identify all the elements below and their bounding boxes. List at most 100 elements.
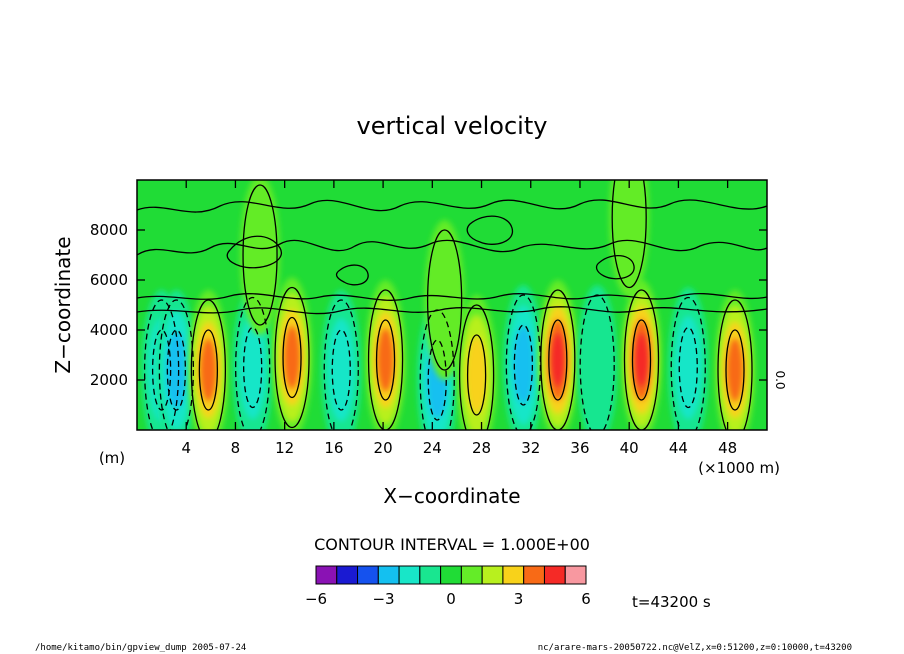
colorbar-swatch	[440, 565, 462, 585]
velocity-cell	[577, 285, 618, 430]
x-tick-label: 16	[324, 439, 343, 457]
x-tick-label: 28	[472, 439, 491, 457]
x-tick-label: 36	[570, 439, 589, 457]
cell-contour	[143, 299, 180, 430]
contour-line	[226, 235, 283, 269]
colorbar-swatch	[543, 565, 566, 585]
velocity-level	[726, 338, 744, 402]
chart-title: vertical velocity	[357, 112, 548, 140]
x-axis-label: X−coordinate	[383, 484, 520, 508]
colorbar-swatch	[315, 565, 338, 585]
velocity-cell	[456, 295, 497, 430]
velocity-cell	[365, 280, 406, 430]
colorbar-swatch	[502, 565, 525, 585]
x-tick-label: 48	[718, 439, 737, 457]
y-unit-label: (m)	[99, 449, 125, 467]
velocity-level	[633, 332, 650, 388]
colorbar-swatch	[419, 565, 442, 585]
velocity-cell	[621, 280, 662, 430]
velocity-level	[513, 326, 534, 404]
x-tick-label: 12	[275, 439, 294, 457]
y-tick-label: 8000	[90, 221, 128, 239]
velocity-level	[577, 285, 618, 430]
cell-contour-inner	[466, 334, 487, 416]
footer-right-path: nc/arare-mars-20050722.nc@VelZ,x=0:51200…	[538, 643, 852, 653]
x-tick-label: 8	[231, 439, 241, 457]
cell-contour-inner	[331, 329, 351, 411]
colorbar: −6 −3 0 3 6	[305, 565, 591, 608]
cell-contour-inner	[678, 326, 698, 409]
colorbar-tick-label: −3	[372, 590, 394, 608]
cell-contour	[579, 294, 615, 430]
x-tick-label: 24	[423, 439, 442, 457]
x-unit-label: (×1000 m)	[698, 459, 780, 477]
cell-contour	[670, 296, 706, 430]
colorbar-swatch	[336, 565, 359, 585]
footer-left-path: /home/kitamo/bin/gpview_dump 2005-07-24	[35, 643, 246, 653]
contour-line	[335, 264, 369, 286]
x-tick-label: 32	[521, 439, 540, 457]
velocity-cell	[156, 290, 197, 430]
cell-contour-inner	[513, 324, 534, 406]
velocity-cell	[715, 290, 756, 430]
cell-contour	[717, 299, 753, 430]
colorbar-swatch	[523, 565, 545, 585]
cell-contour	[242, 184, 278, 326]
cell-contour-inner	[166, 329, 187, 411]
x-tick-label: 44	[669, 439, 688, 457]
velocity-level	[240, 180, 281, 335]
cell-contour	[458, 304, 495, 430]
colorbar-swatch	[564, 565, 587, 585]
cell-contour	[367, 289, 404, 430]
x-tick-label: 20	[374, 439, 393, 457]
velocity-level	[550, 332, 566, 388]
cell-contour	[323, 299, 359, 430]
y-tick-label: 2000	[90, 371, 128, 389]
velocity-level	[166, 331, 187, 409]
x-tick-label: 4	[181, 439, 191, 457]
colorbar-swatch	[398, 565, 421, 585]
colorbar-swatch	[377, 565, 400, 585]
cell-contour	[235, 296, 271, 430]
cell-contour	[274, 286, 310, 429]
y-tick-label: 6000	[90, 271, 128, 289]
velocity-cell	[668, 287, 709, 430]
cell-contour-inner	[375, 319, 396, 401]
velocity-cell	[272, 277, 313, 430]
velocity-level	[283, 325, 301, 390]
plot-frame	[136, 179, 768, 431]
velocity-level	[466, 336, 487, 414]
cell-contour	[190, 299, 227, 430]
contour-line	[595, 255, 635, 280]
contour-line	[137, 292, 767, 301]
contour-line	[466, 215, 513, 245]
cell-contour	[419, 309, 455, 430]
velocity-level	[376, 328, 395, 392]
colorbar-swatch	[357, 565, 379, 585]
velocity-level	[199, 338, 218, 402]
velocity-cell	[240, 180, 281, 335]
contour-line	[137, 239, 767, 256]
velocity-cell	[537, 280, 578, 430]
y-tick-label: 4000	[90, 321, 128, 339]
velocity-level	[424, 220, 465, 380]
velocity-cell	[503, 285, 544, 430]
colorbar-tick-label: −6	[305, 590, 327, 608]
contour-lines	[137, 180, 767, 430]
velocity-cell	[321, 290, 362, 430]
time-label: t=43200 s	[632, 593, 711, 611]
velocity-level	[609, 180, 650, 298]
cell-contour-inner	[151, 329, 172, 411]
x-tick-label: 40	[620, 439, 639, 457]
cell-contour-inner	[631, 319, 652, 401]
contour-line	[137, 306, 767, 315]
cell-contour-inner	[198, 329, 219, 411]
colorbar-tick-label: 0	[446, 590, 456, 608]
cell-contour	[623, 289, 660, 430]
velocity-cell	[188, 290, 229, 430]
velocity-cell	[609, 180, 650, 298]
cell-contour-inner	[548, 319, 568, 401]
cell-contour-inner	[427, 339, 447, 421]
cell-contour	[158, 299, 195, 430]
